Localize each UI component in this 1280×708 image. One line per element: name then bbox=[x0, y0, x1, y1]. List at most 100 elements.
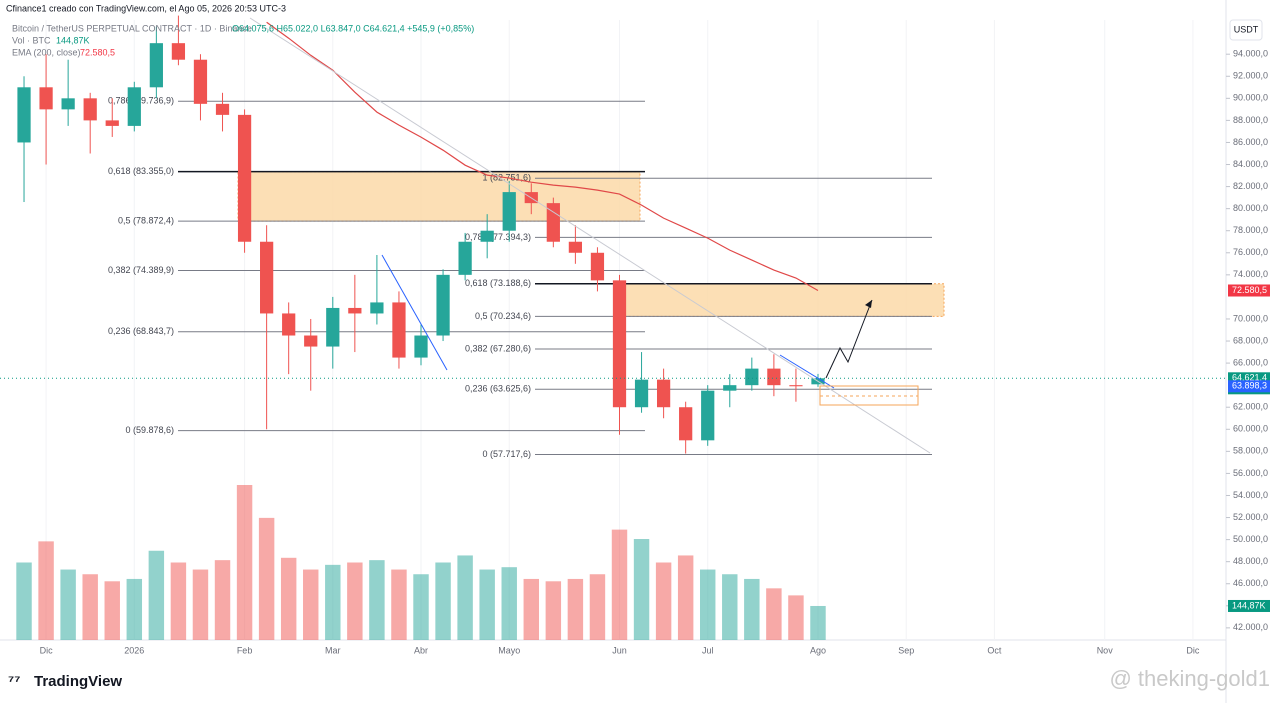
logo-mark: ⁷⁷ bbox=[8, 673, 20, 690]
candle-body bbox=[679, 407, 693, 441]
volume-bar bbox=[655, 562, 672, 640]
volume-badge-label: 144,87K bbox=[1232, 600, 1266, 610]
candle-body bbox=[568, 241, 583, 253]
candle-body bbox=[590, 252, 605, 281]
author-line: Cfinance1 creado con TradingView.com, el… bbox=[6, 3, 286, 13]
volume-bar bbox=[722, 574, 738, 640]
candle-body bbox=[414, 335, 428, 358]
volume-legend-value: 144,87K bbox=[56, 35, 90, 45]
volume-bar bbox=[369, 560, 385, 640]
candle-body bbox=[193, 59, 208, 104]
y-tick-label: 92.000,0 bbox=[1233, 71, 1268, 81]
y-tick-label: 66.000,0 bbox=[1233, 357, 1268, 367]
x-tick-label: Dic bbox=[40, 645, 53, 655]
candle-body bbox=[436, 274, 450, 336]
volume-bar bbox=[236, 485, 253, 640]
logo: TradingView bbox=[34, 673, 122, 690]
y-tick-label: 58.000,0 bbox=[1233, 446, 1268, 456]
volume-bar bbox=[611, 529, 628, 640]
fib-label: 0,236 (63.625,6) bbox=[465, 384, 531, 394]
volume-bar bbox=[325, 564, 341, 640]
candle-body bbox=[39, 87, 53, 110]
currency[interactable]: USDT bbox=[1234, 24, 1259, 34]
candle-body bbox=[17, 87, 31, 143]
price-badge-label: 64.621,4 bbox=[1232, 373, 1267, 383]
volume-bar bbox=[82, 574, 98, 640]
volume-bar bbox=[699, 569, 716, 640]
watermark: @ theking-gold1 bbox=[1109, 666, 1270, 691]
candle-body bbox=[656, 379, 671, 408]
volume-bar bbox=[214, 560, 231, 640]
candle-body bbox=[612, 280, 627, 408]
fib-label: 0,236 (68.843,7) bbox=[108, 326, 174, 336]
volume-bar bbox=[788, 595, 804, 640]
y-tick-label: 80.000,0 bbox=[1233, 203, 1268, 213]
fib-zone bbox=[237, 171, 641, 222]
price-badge-label: 63.898,3 bbox=[1232, 381, 1267, 391]
volume-bar bbox=[104, 581, 120, 640]
candle-body bbox=[745, 368, 759, 386]
volume-bar bbox=[744, 578, 760, 640]
plot-layer: 42.000,044.000,046.000,048.000,050.000,0… bbox=[0, 15, 1268, 655]
trendline bbox=[249, 17, 931, 454]
candle-body bbox=[105, 120, 119, 126]
candle-body bbox=[171, 43, 186, 60]
volume-badge bbox=[1228, 599, 1270, 612]
y-tick-label: 86.000,0 bbox=[1233, 137, 1268, 147]
volume-bar bbox=[192, 569, 209, 640]
volume-bar bbox=[501, 567, 517, 640]
projection-arrow bbox=[825, 299, 873, 379]
candle-body bbox=[789, 385, 803, 387]
fib-label: 0,786 (77.394,3) bbox=[465, 232, 531, 242]
price-badge bbox=[1228, 284, 1270, 297]
volume-bar bbox=[38, 541, 54, 640]
volume-bar bbox=[457, 555, 473, 640]
y-tick-label: 90.000,0 bbox=[1233, 93, 1268, 103]
fib-label: 0,382 (67.280,6) bbox=[465, 343, 531, 353]
x-tick-label: Jun bbox=[612, 645, 627, 655]
currency-box[interactable] bbox=[1229, 19, 1263, 41]
y-tick-label: 50.000,0 bbox=[1233, 534, 1268, 544]
y-tick-label: 52.000,0 bbox=[1233, 512, 1268, 522]
price-badge bbox=[1228, 380, 1270, 393]
candle-body bbox=[215, 103, 230, 115]
candle-body bbox=[458, 241, 472, 275]
x-tick-label: Oct bbox=[987, 645, 1002, 655]
y-tick-label: 88.000,0 bbox=[1233, 115, 1268, 125]
candle-body bbox=[723, 385, 737, 391]
symbol-title: Bitcoin / TetherUS PERPETUAL CONTRACT · … bbox=[12, 23, 252, 33]
volume-bar bbox=[413, 574, 429, 640]
price-badge-label: 72.580,5 bbox=[1232, 285, 1267, 295]
ema-legend-name: EMA (200, close) bbox=[12, 47, 81, 57]
volume-bar bbox=[677, 555, 694, 640]
y-tick-label: 84.000,0 bbox=[1233, 159, 1268, 169]
volume-bar bbox=[258, 517, 275, 640]
y-tick-label: 82.000,0 bbox=[1233, 181, 1268, 191]
candle-body bbox=[546, 203, 560, 242]
volume-bar bbox=[16, 562, 32, 640]
y-tick-label: 60.000,0 bbox=[1233, 424, 1268, 434]
candle-body bbox=[634, 379, 649, 408]
candle-body bbox=[502, 192, 516, 231]
y-tick-label: 76.000,0 bbox=[1233, 247, 1268, 257]
x-tick-label: Jul bbox=[702, 645, 714, 655]
x-tick-label: Sep bbox=[898, 645, 914, 655]
volume-bar bbox=[523, 578, 540, 640]
y-tick-label: 46.000,0 bbox=[1233, 578, 1268, 588]
volume-bar bbox=[280, 557, 297, 640]
candle-body bbox=[767, 368, 781, 386]
fib-label: 0,382 (74.389,9) bbox=[108, 265, 174, 275]
candle-body bbox=[149, 43, 163, 88]
fib-label: 0,5 (70.234,6) bbox=[475, 311, 531, 321]
ohlc-line: O64.075,6 H65.022,0 L63.847,0 C64.621,4 … bbox=[232, 23, 474, 33]
volume-bar bbox=[148, 550, 165, 640]
x-tick-label: Mayo bbox=[498, 645, 520, 655]
volume-legend-name: Vol · BTC bbox=[12, 35, 51, 45]
x-tick-label: Dic bbox=[1186, 645, 1199, 655]
ema-legend-value: 72.580,5 bbox=[80, 47, 115, 57]
volume-bar bbox=[303, 569, 319, 640]
fib-label: 0,786 (89.736,9) bbox=[108, 96, 174, 106]
x-tick-label: Abr bbox=[414, 645, 428, 655]
x-tick-label: 2026 bbox=[124, 645, 144, 655]
y-tick-label: 70.000,0 bbox=[1233, 313, 1268, 323]
